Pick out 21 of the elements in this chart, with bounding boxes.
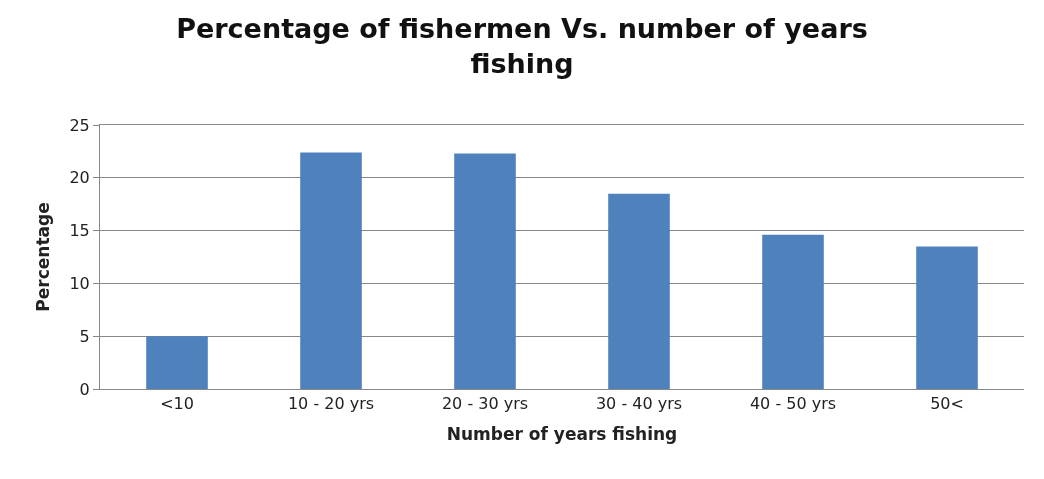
x-tick-label: 30 - 40 yrs	[595, 394, 683, 414]
bar	[916, 246, 978, 389]
bar	[762, 234, 824, 389]
y-tick-label: 10	[69, 274, 90, 293]
y-tick-label: 15	[69, 221, 90, 241]
y-tick-label: 0	[79, 379, 90, 399]
bar	[454, 153, 516, 389]
bar	[608, 193, 670, 389]
y-tick-label: 25	[69, 115, 90, 135]
y-tick-label: 5	[79, 326, 90, 346]
chart-title: Percentage of fishermen Vs. number of years fishing	[176, 13, 868, 80]
x-axis-title: Number of years fishing	[446, 423, 678, 444]
x-tick-label: <10	[160, 394, 194, 414]
y-tick-label: 20	[69, 168, 90, 188]
x-tick-label: 10 - 20 yrs	[287, 394, 375, 414]
x-tick-label: 20 - 30 yrs	[441, 394, 529, 414]
x-tick-label: 50<	[930, 394, 964, 414]
x-tick-label: 40 - 50 yrs	[749, 394, 837, 414]
bar	[146, 336, 208, 389]
y-axis-title: Percentage	[32, 202, 53, 312]
bar	[300, 152, 362, 389]
